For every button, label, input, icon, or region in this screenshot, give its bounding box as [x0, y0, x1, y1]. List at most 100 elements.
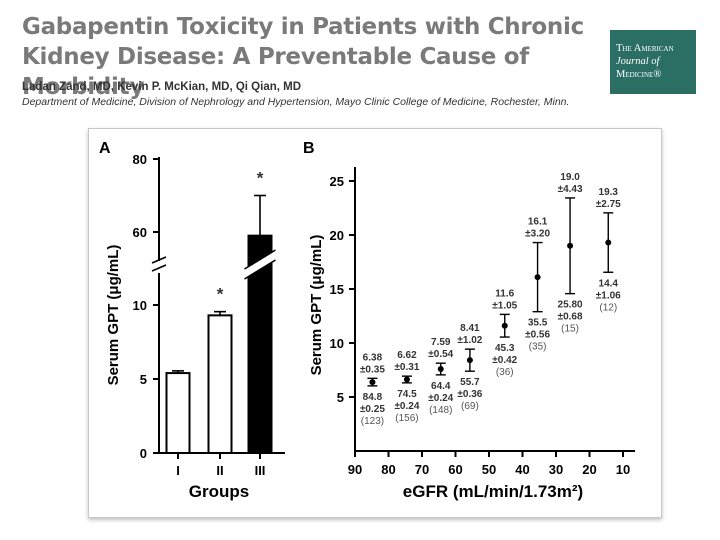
panel-b-mean-label: 8.41	[460, 323, 480, 334]
panel-b-x-axis-label: eGFR (mL/min/1.73m²)	[403, 482, 583, 501]
panel-b-mean-label: 11.6	[495, 288, 514, 299]
panel-a-category-label: III	[255, 463, 266, 478]
panel-b-n-label: (123)	[361, 416, 384, 427]
panel-a-ticks: 0 5 10 60 80	[133, 152, 159, 461]
panel-b-x-tick-label: 30	[549, 462, 563, 477]
panel-b-sd-label: ±4.43	[558, 184, 583, 195]
panel-b-mean-label: 7.59	[431, 337, 451, 348]
panel-b-y-tick-label: 20	[330, 228, 344, 243]
panel-b-data-point	[534, 274, 541, 281]
panel-a-y-tick-label: 0	[140, 446, 147, 461]
panel-b-n-label: (69)	[461, 401, 479, 412]
panel-a-significance-marker: *	[257, 169, 264, 188]
panel-b-egfr-label: 84.8	[363, 392, 383, 403]
panel-b-x-tick-label: 50	[482, 462, 496, 477]
panel-b-sd-label: ±3.20	[525, 229, 550, 240]
journal-logo-line3: Medicine®	[616, 69, 662, 80]
panel-b-mean-label: 6.38	[363, 352, 383, 363]
panel-a-y-tick-label: 5	[140, 372, 147, 387]
panel-b-egfr-label: 55.7	[460, 377, 480, 388]
panel-a-category-label: II	[216, 463, 223, 478]
panel-a-x-axis-label: Groups	[189, 482, 249, 501]
panel-b-data-point	[437, 366, 444, 373]
panel-a-y-axis-label: Serum GPT (μg/mL)	[105, 245, 122, 386]
panel-b-egfr-label: 64.4	[431, 381, 451, 392]
panel-b-x-tick-label: 80	[381, 462, 395, 477]
affiliation: Department of Medicine, Division of Neph…	[22, 96, 570, 108]
panel-b-n-label: (36)	[496, 367, 514, 378]
panel-b-egfr-sd-label: ±0.56	[525, 330, 550, 341]
panel-a-bar-break-mark	[244, 249, 276, 270]
panel-a-bars: I II*III*	[165, 169, 276, 478]
panel-b-sd-label: ±0.35	[360, 364, 385, 375]
panel-b-sd-label: ±0.54	[428, 349, 453, 360]
panel-b-egfr-sd-label: ±0.42	[492, 355, 517, 366]
panel-b-y-tick-label: 10	[330, 336, 344, 351]
panel-b-egfr-label: 25.80	[558, 300, 583, 311]
panel-b-n-label: (12)	[599, 302, 617, 313]
panel-b-y-axis-label: Serum GPT (μg/mL)	[308, 235, 325, 376]
axis-break-mark	[151, 264, 167, 272]
panel-b-points: 6.38±0.3584.8±0.25(123)6.62±0.3174.5±0.2…	[360, 172, 621, 427]
panel-b-axes	[354, 167, 635, 452]
panel-b-n-label: (15)	[561, 324, 579, 335]
panel-b-sd-label: ±1.05	[492, 300, 517, 311]
panel-a-bar	[165, 372, 191, 454]
panel-b-mean-label: 16.1	[528, 217, 548, 228]
panel-a-bar-break-mark	[244, 259, 276, 280]
panel-b-x-tick-label: 20	[582, 462, 596, 477]
panel-a-category-label: I	[176, 463, 180, 478]
panel-b-egfr-label: 74.5	[397, 389, 417, 400]
panel-b-x-tick-label: 90	[348, 462, 362, 477]
panel-b-mean-label: 19.0	[560, 172, 580, 183]
panel-b-egfr-sd-label: ±0.25	[360, 404, 385, 415]
panel-b-mean-label: 6.62	[397, 350, 417, 361]
panel-b-data-point	[369, 379, 376, 386]
panel-b-sd-label: ±0.31	[394, 362, 419, 373]
panel-b-y-tick-label: 15	[330, 282, 344, 297]
panel-b-n-label: (156)	[395, 413, 418, 424]
panel-b-x-tick-label: 10	[616, 462, 630, 477]
panel-a-label: A	[99, 140, 111, 157]
panel-b-data-point	[567, 242, 574, 249]
panel-b-egfr-label: 35.5	[528, 318, 548, 329]
panel-a-bar	[207, 314, 233, 454]
panel-b-egfr-sd-label: ±0.36	[457, 389, 482, 400]
panel-b-y-tick-label: 5	[337, 390, 344, 405]
panel-b-egfr-sd-label: ±0.24	[428, 393, 453, 404]
panel-b-data-point	[605, 239, 612, 246]
panel-b-egfr-sd-label: ±0.24	[394, 401, 419, 412]
panel-a-bar-break-gap	[244, 250, 276, 279]
journal-logo-line2: Journal of	[616, 56, 660, 67]
panel-b-sd-label: ±2.75	[596, 199, 621, 210]
panel-b-label: B	[303, 140, 315, 157]
panel-b-egfr-label: 14.4	[599, 278, 619, 289]
panel-b-ticks: 90 80 70 60 50 40 30 20 10 5 10 15 20 25	[330, 174, 631, 477]
axis-break-mark	[151, 256, 167, 264]
journal-logo-line1: The American	[616, 43, 674, 54]
paper-title: Gabapentin Toxicity in Patients with Chr…	[22, 14, 584, 100]
panel-b-n-label: (148)	[429, 405, 452, 416]
panel-b-x-tick-label: 70	[415, 462, 429, 477]
panel-a-y-tick-label: 10	[133, 298, 147, 313]
journal-logo: The American Journal of Medicine®	[610, 30, 696, 94]
panel-a-axis-break	[151, 256, 167, 272]
author-list: Ladan Zand, MD, Kevin P. McKian, MD, Qi …	[22, 81, 302, 93]
panel-a-significance-marker: *	[217, 285, 224, 304]
panel-b-data-point	[403, 376, 410, 383]
panel-b-x-tick-label: 60	[448, 462, 462, 477]
panel-b-y-tick-label: 25	[330, 174, 344, 189]
panel-b-data-point	[501, 322, 508, 329]
panel-b-egfr-sd-label: ±1.06	[596, 290, 621, 301]
panel-b-data-point	[466, 357, 473, 364]
panel-b-egfr-label: 45.3	[495, 343, 515, 354]
panel-b-mean-label: 19.3	[599, 187, 619, 198]
panel-b-x-tick-label: 40	[515, 462, 529, 477]
panel-b-n-label: (35)	[529, 342, 547, 353]
panel-a-y-tick-label: 80	[133, 152, 147, 167]
panel-b-sd-label: ±1.02	[457, 335, 482, 346]
panel-b-egfr-sd-label: ±0.68	[558, 312, 583, 323]
panel-a-y-tick-label: 60	[133, 225, 147, 240]
